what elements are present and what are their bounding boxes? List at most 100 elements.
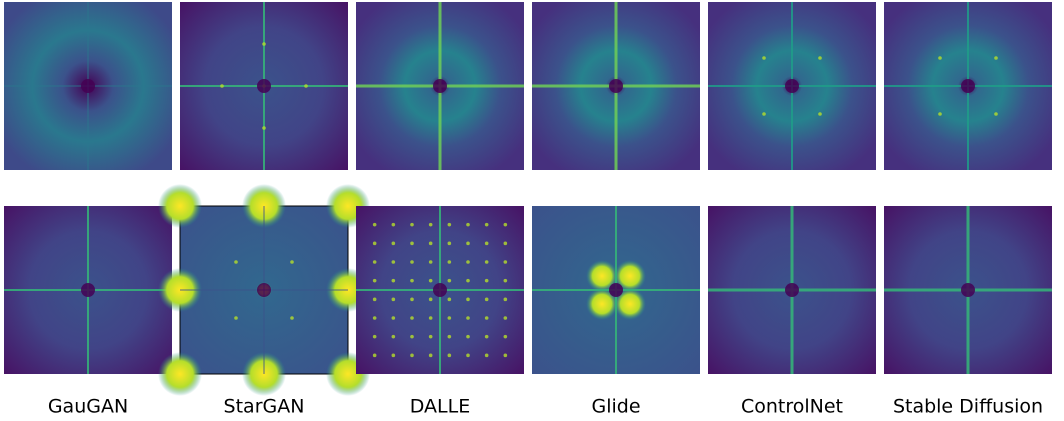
spectral-peak bbox=[158, 352, 202, 396]
spectral-peak bbox=[372, 278, 377, 283]
spectral-peak bbox=[503, 278, 508, 283]
spectral-peak bbox=[484, 260, 489, 264]
spectrum-panel bbox=[180, 2, 348, 170]
spectral-peak bbox=[372, 297, 377, 302]
spectral-peak bbox=[503, 297, 508, 302]
panel-label: ControlNet bbox=[741, 396, 843, 418]
spectral-peak bbox=[447, 297, 452, 302]
spectral-peak bbox=[466, 334, 470, 339]
spectral-peak bbox=[290, 260, 294, 264]
spectral-peak bbox=[994, 56, 998, 60]
spectral-peak bbox=[428, 297, 433, 302]
panel-label: DALLE bbox=[410, 396, 470, 418]
spectral-peak bbox=[410, 353, 414, 358]
spectral-peak bbox=[428, 260, 433, 264]
spectral-peak bbox=[428, 222, 433, 227]
spectral-peak bbox=[428, 334, 433, 339]
spectral-peak bbox=[466, 241, 470, 246]
spectrum-panel bbox=[4, 2, 172, 170]
spectral-peak bbox=[158, 184, 202, 228]
spectral-peak bbox=[391, 316, 396, 320]
panel-label: Glide bbox=[591, 396, 640, 418]
spectral-peak bbox=[410, 260, 414, 264]
spectral-peak bbox=[410, 297, 414, 302]
spectral-peak bbox=[503, 222, 508, 227]
spectral-peak bbox=[466, 316, 470, 320]
spectral-peak bbox=[938, 56, 942, 60]
spectral-peak bbox=[428, 241, 433, 246]
spectral-peak bbox=[484, 334, 489, 339]
spectral-peak bbox=[391, 278, 396, 283]
spectral-peak bbox=[466, 260, 470, 264]
spectral-peak bbox=[503, 260, 508, 264]
spectral-peak bbox=[391, 353, 396, 358]
spectral-peak bbox=[818, 112, 822, 116]
spectral-peak bbox=[484, 278, 489, 283]
spectral-peak bbox=[466, 297, 470, 302]
panel-label: Stable Diffusion bbox=[893, 396, 1043, 418]
spectral-peak bbox=[484, 297, 489, 302]
spectral-peak bbox=[428, 353, 433, 358]
spectral-peak bbox=[372, 334, 377, 339]
spectrum-panel bbox=[532, 2, 700, 170]
spectrum-panel bbox=[884, 2, 1052, 170]
spectral-peak bbox=[503, 241, 508, 246]
spectral-peak bbox=[290, 316, 294, 320]
spectral-peak bbox=[938, 112, 942, 116]
spectral-peak bbox=[262, 126, 266, 130]
spectral-peak bbox=[410, 222, 414, 227]
spectral-peak bbox=[762, 56, 766, 60]
spectrum-center bbox=[785, 79, 799, 93]
spectral-peak bbox=[503, 353, 508, 358]
spectral-peak bbox=[614, 260, 646, 292]
panel-label: StarGAN bbox=[224, 396, 305, 418]
spectral-peak bbox=[762, 112, 766, 116]
spectral-peak bbox=[447, 334, 452, 339]
spectral-peak bbox=[614, 288, 646, 320]
spectral-peak bbox=[447, 222, 452, 227]
spectral-peak bbox=[372, 222, 377, 227]
spectral-peak bbox=[466, 222, 470, 227]
spectrum-panel bbox=[884, 206, 1052, 374]
spectral-peak bbox=[586, 288, 618, 320]
spectral-peak bbox=[447, 278, 452, 283]
spectral-peak bbox=[466, 353, 470, 358]
spectral-peak bbox=[220, 84, 224, 88]
spectral-peak bbox=[391, 334, 396, 339]
spectral-peak bbox=[372, 260, 377, 264]
spectral-peak bbox=[466, 278, 470, 283]
spectral-peak bbox=[410, 334, 414, 339]
spectral-peak bbox=[994, 112, 998, 116]
spectral-peak bbox=[818, 56, 822, 60]
spectrum-panel bbox=[356, 206, 524, 374]
spectrum-center bbox=[609, 283, 623, 297]
spectral-peak bbox=[234, 260, 238, 264]
spectrum-center bbox=[257, 283, 271, 297]
spectral-peak bbox=[410, 278, 414, 283]
spectrum-center bbox=[257, 79, 271, 93]
spectral-peak bbox=[447, 260, 452, 264]
panel-label: GauGAN bbox=[48, 396, 128, 418]
spectrum-center bbox=[81, 283, 95, 297]
spectrum-panel bbox=[356, 2, 524, 170]
spectral-peak bbox=[391, 260, 396, 264]
spectrum-center bbox=[433, 79, 447, 93]
spectrum-panel bbox=[708, 206, 876, 374]
spectral-peak bbox=[484, 222, 489, 227]
spectral-peak bbox=[586, 260, 618, 292]
spectral-peak bbox=[447, 316, 452, 320]
spectrum-center bbox=[609, 79, 623, 93]
spectral-peak bbox=[503, 316, 508, 320]
spectral-peak bbox=[391, 297, 396, 302]
spectral-peak bbox=[372, 316, 377, 320]
spectrum-center bbox=[961, 283, 975, 297]
spectral-peak bbox=[262, 42, 266, 46]
spectrum-center bbox=[433, 283, 447, 297]
spectral-peak bbox=[372, 353, 377, 358]
spectrum-panel bbox=[158, 184, 370, 396]
spectrum-center bbox=[81, 79, 95, 93]
spectrum-panel bbox=[532, 206, 700, 374]
spectral-peak bbox=[447, 353, 452, 358]
spectral-peak bbox=[484, 353, 489, 358]
